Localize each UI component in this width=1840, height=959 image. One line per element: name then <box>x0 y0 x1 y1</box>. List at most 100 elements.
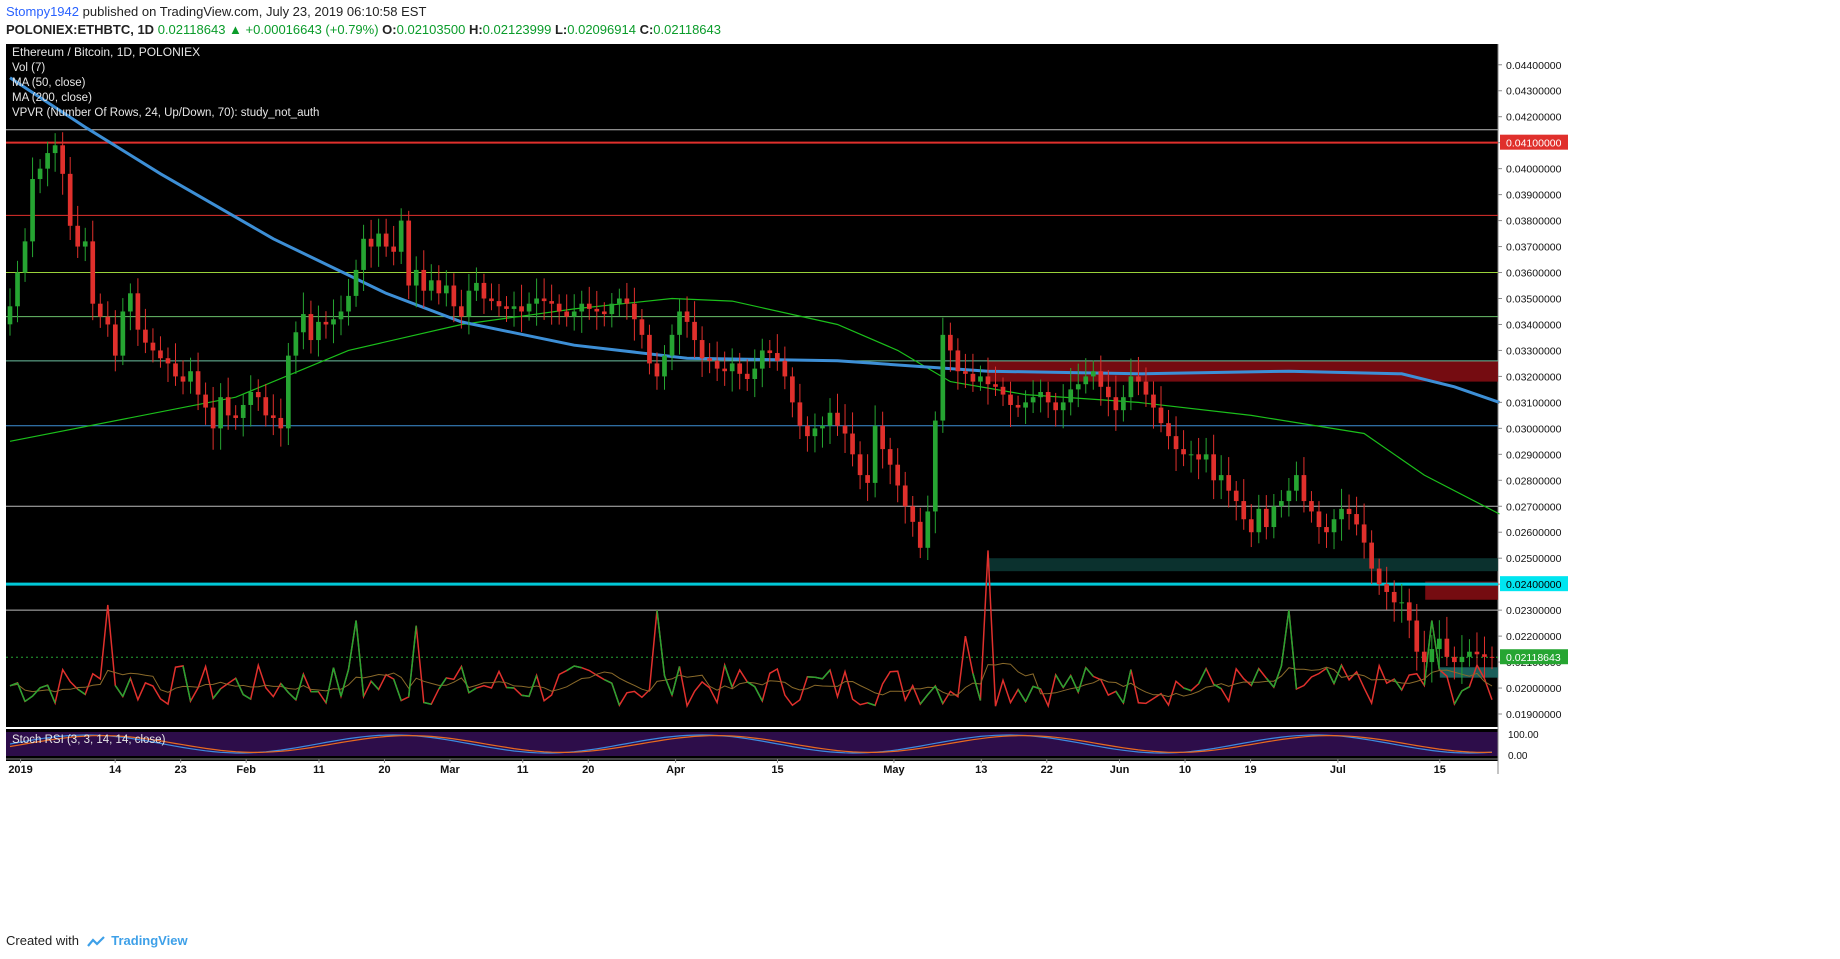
volume-up-segment <box>287 691 297 701</box>
volume-up-segment <box>1273 665 1283 688</box>
candle-down <box>586 303 592 309</box>
y-tick-label: 0.03100000 <box>1506 397 1562 409</box>
volume-up-segment <box>46 684 56 704</box>
symbol-label: POLONIEX:ETHBTC, 1D <box>6 22 155 37</box>
volume-up-segment <box>919 694 929 705</box>
candle-down <box>1421 651 1427 663</box>
volume-up-segment <box>574 665 582 669</box>
candle-up <box>1030 397 1036 403</box>
candle-up <box>872 425 878 483</box>
author-link[interactable]: Stompy1942 <box>6 4 79 19</box>
price-chart[interactable]: 0.04400000 0.04300000 0.04200000 0.04100000… <box>0 44 1840 924</box>
volume-up-segment <box>603 678 613 684</box>
y-tick-label: 0.03500000 <box>1506 294 1562 306</box>
candle-down <box>1143 381 1149 395</box>
candle-down <box>1346 508 1352 515</box>
candle-up <box>45 153 50 169</box>
volume-up-segment <box>521 694 530 698</box>
candle-down <box>225 397 231 416</box>
tradingview-logo-icon <box>86 935 105 947</box>
candle-up <box>820 425 825 429</box>
x-tick-label: 20 <box>378 764 390 776</box>
candle-up <box>752 368 758 380</box>
candle-up <box>759 350 765 369</box>
candle-up <box>15 272 20 307</box>
candle-up <box>128 293 133 312</box>
candle-up <box>30 179 35 242</box>
volume-up-segment <box>1393 678 1403 691</box>
candle-down <box>895 464 901 486</box>
candle-down <box>97 303 103 317</box>
candle-down <box>835 412 840 426</box>
candle-up <box>571 311 577 317</box>
y-tick-label: 0.04200000 <box>1506 112 1562 124</box>
volume-up-segment <box>77 688 86 696</box>
y-tick-label: 0.03600000 <box>1506 268 1562 280</box>
stoch-level-label: 0.00 <box>1508 751 1528 762</box>
candle-down <box>504 306 509 309</box>
candle-up <box>240 404 246 418</box>
close-label: C: <box>639 22 654 37</box>
candle-down <box>1354 514 1359 525</box>
volume-up-segment <box>1280 610 1290 667</box>
candle-down <box>601 311 607 315</box>
legend-entry: VPVR (Number Of Rows, 24, Up/Down, 70): … <box>12 107 319 119</box>
candle-up <box>1294 475 1299 491</box>
candle-down <box>1211 454 1216 481</box>
volume-up-segment <box>460 666 470 693</box>
candle-down <box>722 368 728 372</box>
y-tick-label: 0.03200000 <box>1506 371 1562 383</box>
candle-up <box>662 355 667 377</box>
candle-down <box>910 506 916 522</box>
tradingview-brand[interactable]: TradingView <box>111 933 188 948</box>
candle-down <box>105 316 111 325</box>
candle-down <box>639 319 645 335</box>
volume-up-segment <box>438 677 447 690</box>
candle-up <box>925 511 931 548</box>
candle-down <box>955 350 961 372</box>
volume-up-segment <box>1423 620 1433 686</box>
candle-down <box>1316 511 1322 528</box>
x-tick-label: 19 <box>1244 764 1256 776</box>
candle-down <box>278 417 284 429</box>
candle-down <box>805 425 810 437</box>
candle-down <box>150 342 156 351</box>
candle-down <box>963 371 968 374</box>
candle-up <box>218 397 223 429</box>
candle-down <box>1226 475 1232 491</box>
candle-down <box>970 373 976 382</box>
volume-up-segment <box>934 685 944 704</box>
candle-down <box>887 449 893 465</box>
volume-up-segment <box>528 675 538 697</box>
candle-down <box>684 311 690 322</box>
volume-up-segment <box>814 676 823 680</box>
candle-down <box>564 311 570 317</box>
volume-up-segment <box>1070 675 1079 693</box>
legend-entry: MA (200, close) <box>12 92 92 104</box>
candle-up <box>1286 490 1292 502</box>
volume-up-segment <box>114 685 124 697</box>
candle-up <box>1218 475 1224 481</box>
volume-up-segment <box>1197 668 1207 685</box>
candle-up <box>316 321 321 341</box>
x-tick-label: 13 <box>975 764 987 776</box>
volume-up-segment <box>972 673 982 701</box>
candle-down <box>1482 654 1487 657</box>
candle-down <box>917 521 923 548</box>
candle-up <box>1038 391 1043 398</box>
candle-down <box>173 363 178 377</box>
candle-up <box>1429 649 1435 663</box>
candle-up <box>353 269 359 296</box>
candle-down <box>1248 519 1254 533</box>
candle-up <box>1121 397 1126 411</box>
candle-down <box>737 363 743 374</box>
y-tick-label: 0.04400000 <box>1506 60 1562 72</box>
volume-up-segment <box>32 687 41 697</box>
candle-down <box>421 269 427 291</box>
candle-up <box>428 280 434 291</box>
candle-down <box>255 391 261 398</box>
x-tick-label: 10 <box>1179 764 1191 776</box>
candle-down <box>368 238 374 247</box>
volume-up-segment <box>407 625 417 698</box>
candle-down <box>451 285 457 307</box>
